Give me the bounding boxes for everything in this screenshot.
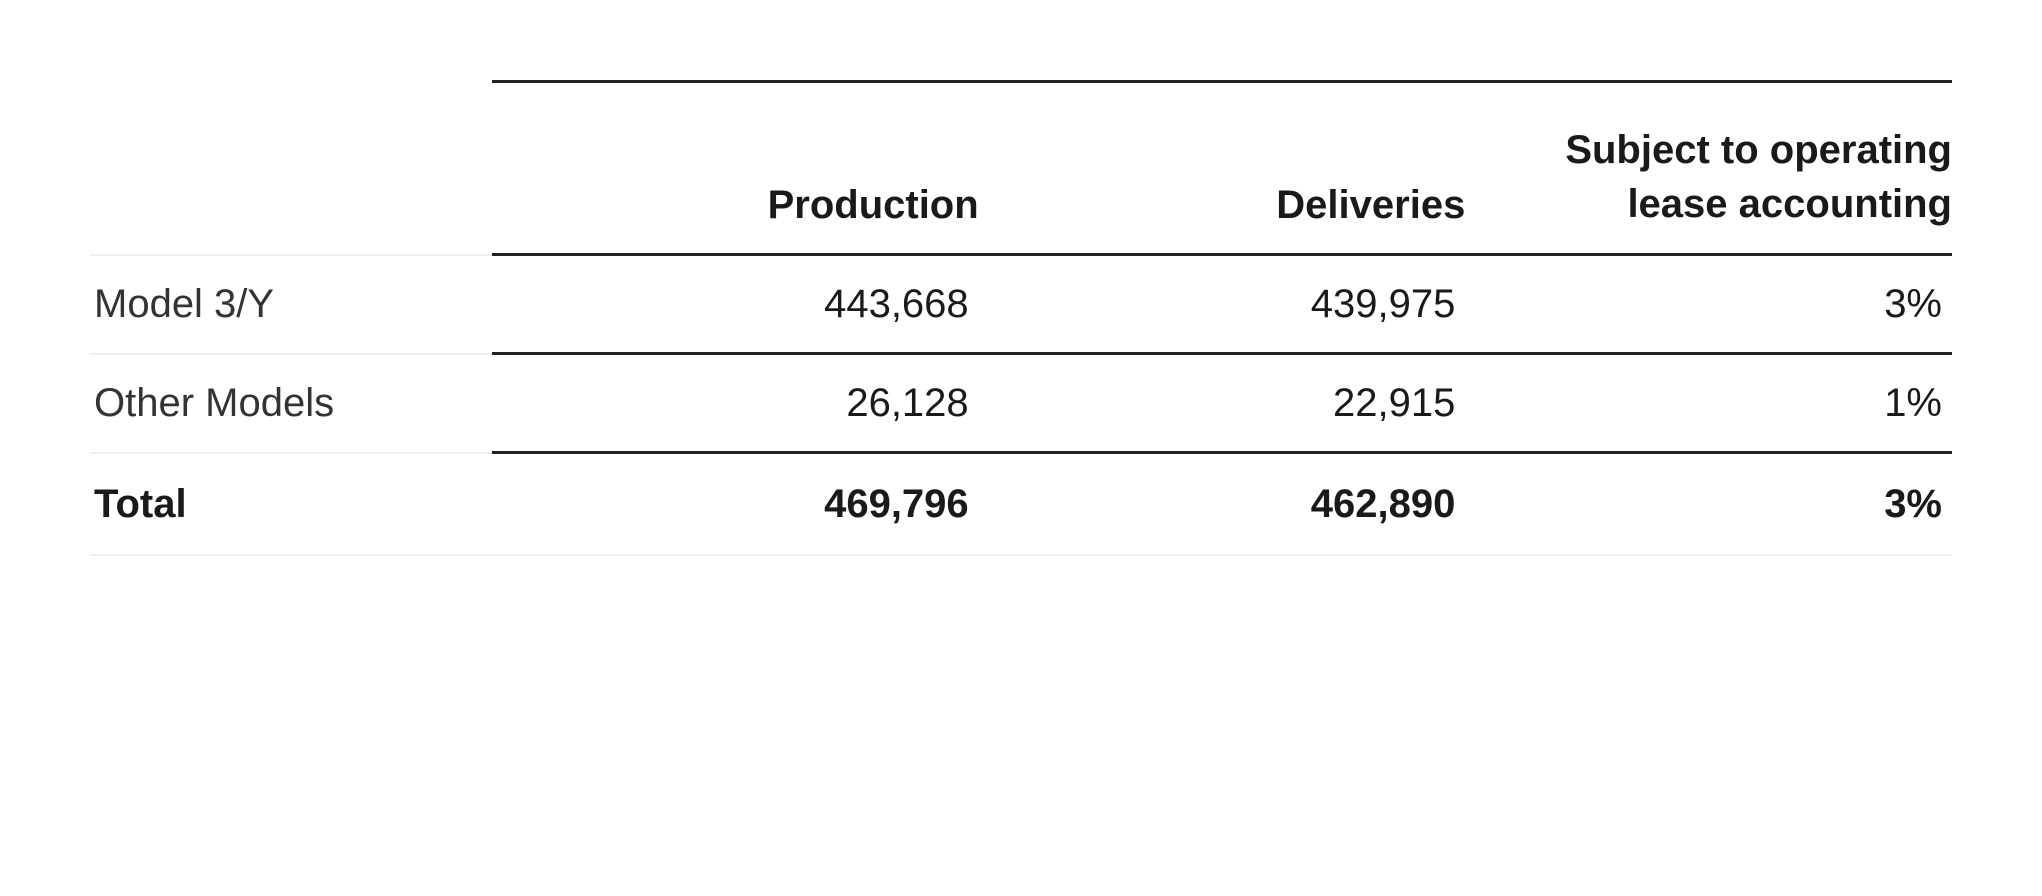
- cell-deliveries: 22,915: [979, 354, 1466, 453]
- total-lease: 3%: [1465, 453, 1952, 556]
- table-row: Model 3/Y 443,668 439,975 3%: [90, 255, 1952, 354]
- column-header-label: [90, 82, 492, 255]
- table-total-row: Total 469,796 462,890 3%: [90, 453, 1952, 556]
- table-row: Other Models 26,128 22,915 1%: [90, 354, 1952, 453]
- row-label: Model 3/Y: [90, 255, 492, 354]
- total-label: Total: [90, 453, 492, 556]
- table-header-row: Production Deliveries Subject to operati…: [90, 82, 1952, 255]
- cell-lease: 3%: [1465, 255, 1952, 354]
- cell-production: 443,668: [492, 255, 979, 354]
- table-container: Production Deliveries Subject to operati…: [0, 0, 2042, 896]
- column-header-production: Production: [492, 82, 979, 255]
- column-header-deliveries: Deliveries: [979, 82, 1466, 255]
- total-deliveries: 462,890: [979, 453, 1466, 556]
- production-deliveries-table: Production Deliveries Subject to operati…: [90, 80, 1952, 556]
- row-label: Other Models: [90, 354, 492, 453]
- cell-deliveries: 439,975: [979, 255, 1466, 354]
- cell-production: 26,128: [492, 354, 979, 453]
- total-production: 469,796: [492, 453, 979, 556]
- column-header-lease: Subject to operating lease accounting: [1465, 82, 1952, 255]
- cell-lease: 1%: [1465, 354, 1952, 453]
